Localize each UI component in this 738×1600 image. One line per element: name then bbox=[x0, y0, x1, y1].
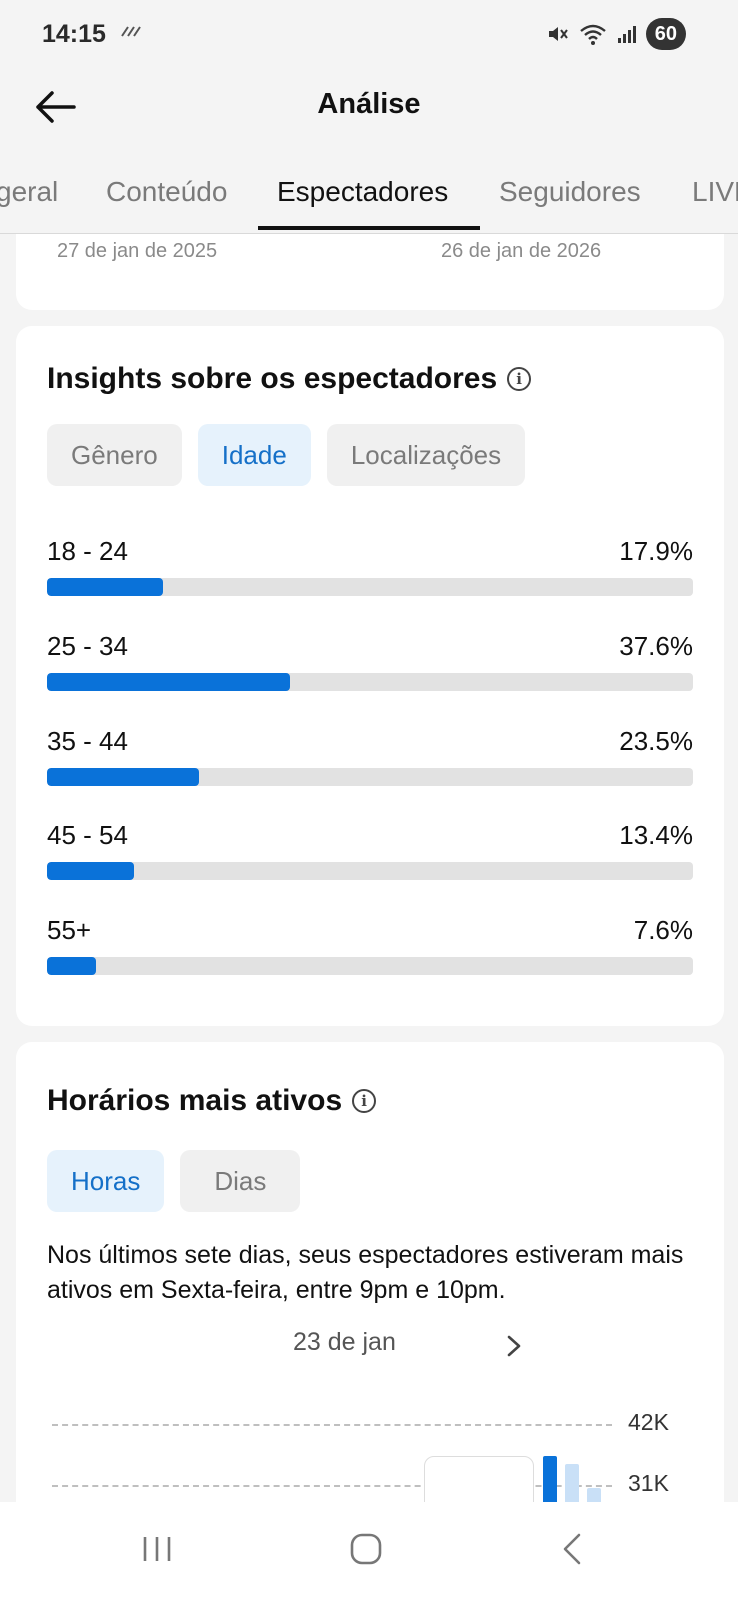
date-range-start: 27 de jan de 2025 bbox=[57, 240, 218, 262]
age-bar-fill bbox=[47, 957, 97, 975]
insights-title-row: Insights sobre os espectadores i bbox=[47, 362, 532, 396]
date-range-end: 26 de jan de 2026 bbox=[441, 240, 602, 262]
date-navigator: 23 de jan bbox=[16, 1324, 724, 1368]
hour-bar[interactable] bbox=[587, 1488, 601, 1502]
gridline bbox=[52, 1424, 612, 1426]
age-range-label: 25 - 34 bbox=[47, 631, 128, 661]
battery-indicator: 60 bbox=[645, 18, 686, 50]
hour-bar[interactable] bbox=[543, 1456, 557, 1502]
home-icon bbox=[350, 1533, 382, 1565]
home-button[interactable] bbox=[336, 1524, 396, 1574]
active-hours-summary: Nos últimos sete dias, seus espectadores… bbox=[47, 1241, 684, 1304]
insights-title: Insights sobre os espectadores bbox=[47, 362, 498, 395]
chip-hours[interactable]: Horas bbox=[47, 1150, 165, 1212]
tab-viewers[interactable]: Espectadores bbox=[277, 176, 449, 207]
age-range-label: 55+ bbox=[47, 915, 92, 945]
tab-overview[interactable]: geral bbox=[0, 176, 59, 207]
arrow-left-icon bbox=[36, 91, 76, 123]
selected-date: 23 de jan bbox=[293, 1328, 396, 1356]
age-percent: 17.9% bbox=[619, 536, 693, 566]
page-title: Análise bbox=[317, 88, 421, 120]
insights-filter-chips: Gênero Idade Localizações bbox=[47, 424, 526, 486]
chip-days[interactable]: Dias bbox=[180, 1150, 301, 1212]
tab-live[interactable]: LIVE bbox=[692, 176, 738, 207]
recent-apps-button[interactable] bbox=[127, 1524, 187, 1574]
y-tick-label: 42K bbox=[628, 1409, 669, 1435]
chip-locations[interactable]: Localizações bbox=[326, 424, 526, 486]
viewer-insights-card: Insights sobre os espectadores i Gênero … bbox=[16, 326, 724, 1026]
age-percent: 13.4% bbox=[619, 820, 693, 850]
age-bar-track bbox=[47, 862, 693, 880]
mute-icon bbox=[548, 27, 568, 41]
chip-gender[interactable]: Gênero bbox=[47, 424, 182, 486]
active-tab-indicator bbox=[258, 226, 480, 230]
recent-apps-icon bbox=[143, 1537, 171, 1561]
age-range-label: 18 - 24 bbox=[47, 536, 128, 566]
age-range-label: 45 - 54 bbox=[47, 820, 128, 850]
back-button[interactable] bbox=[28, 80, 82, 134]
age-percent: 7.6% bbox=[633, 915, 693, 945]
gridline bbox=[52, 1485, 612, 1487]
date-range-card: 27 de jan de 2025 26 de jan de 2026 bbox=[16, 234, 724, 310]
age-percent: 37.6% bbox=[619, 631, 693, 661]
system-nav-bar bbox=[0, 1502, 738, 1600]
system-back-button[interactable] bbox=[542, 1524, 602, 1574]
age-bar-fill bbox=[47, 768, 199, 786]
age-bar-fill bbox=[47, 862, 134, 880]
age-bar-track bbox=[47, 957, 693, 975]
age-bar-track bbox=[47, 673, 693, 691]
info-icon[interactable]: i bbox=[507, 367, 532, 391]
chevron-right-icon bbox=[507, 1335, 521, 1357]
wifi-icon bbox=[579, 24, 606, 45]
cell-signal-icon bbox=[617, 26, 636, 43]
age-bar-fill bbox=[47, 578, 163, 596]
tab-content[interactable]: Conteúdo bbox=[106, 176, 228, 207]
active-hours-card: Horários mais ativos i Horas Dias Nos úl… bbox=[16, 1042, 724, 1516]
next-date-button[interactable] bbox=[494, 1326, 534, 1366]
data-activity-icon bbox=[121, 26, 141, 37]
hour-bar[interactable] bbox=[565, 1464, 579, 1502]
active-hours-title: Horários mais ativos bbox=[47, 1084, 343, 1117]
age-percent: 23.5% bbox=[619, 726, 693, 756]
status-icons: 60 bbox=[546, 18, 686, 50]
info-icon[interactable]: i bbox=[352, 1089, 377, 1113]
status-time: 14:15 bbox=[42, 20, 106, 48]
active-hours-filter-chips: Horas Dias bbox=[47, 1150, 301, 1212]
y-tick-label: 31K bbox=[628, 1470, 669, 1496]
chip-age[interactable]: Idade bbox=[197, 424, 311, 486]
age-range-label: 35 - 44 bbox=[47, 726, 128, 756]
status-bar: 14:15 60 bbox=[0, 0, 738, 70]
back-icon bbox=[563, 1533, 581, 1565]
tab-bar: geral Conteúdo Espectadores Seguidores L… bbox=[0, 168, 738, 234]
age-bar-fill bbox=[47, 673, 290, 691]
tab-followers[interactable]: Seguidores bbox=[499, 176, 641, 207]
age-bar-track bbox=[47, 578, 693, 596]
age-bar-track bbox=[47, 768, 693, 786]
active-hours-title-row: Horários mais ativos i bbox=[47, 1084, 377, 1118]
